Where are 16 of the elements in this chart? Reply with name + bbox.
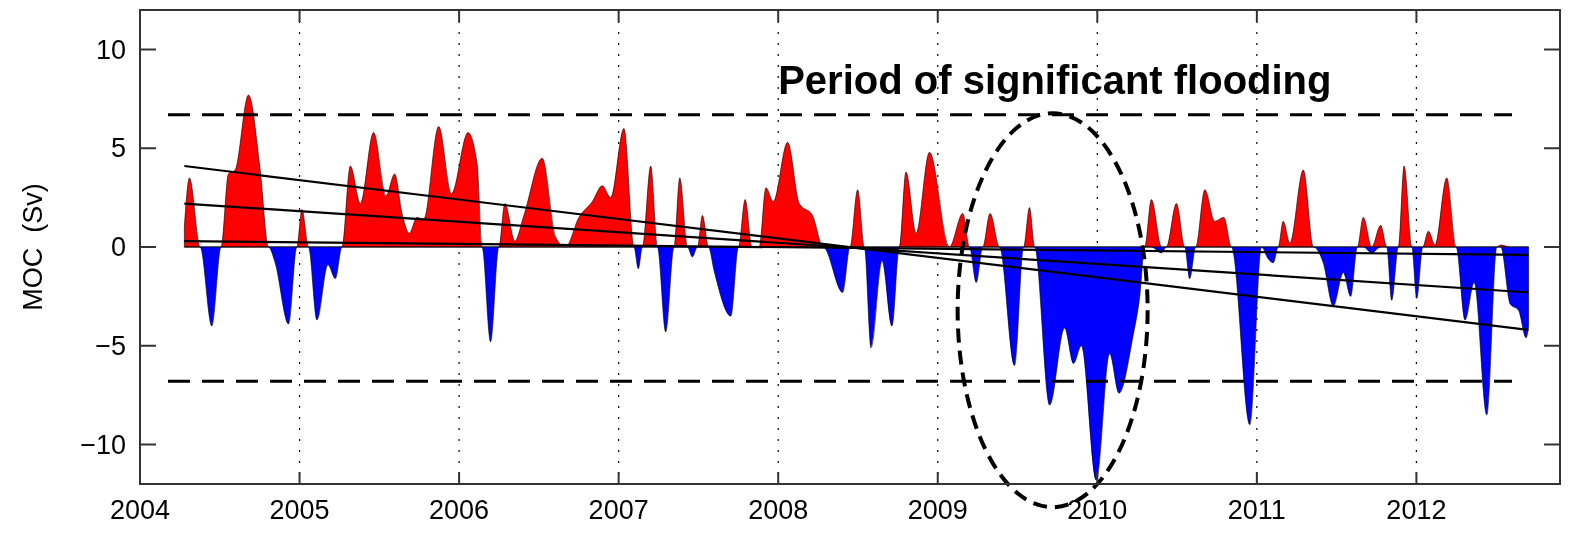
- x-tick-label: 2012: [1386, 495, 1447, 525]
- y-tick-label: −5: [95, 330, 126, 361]
- annotation: Period of significant flooding: [778, 58, 1332, 102]
- x-tick-label: 2005: [269, 495, 330, 525]
- x-tick-label: 2010: [1067, 495, 1128, 525]
- x-tick-label: 2007: [588, 495, 649, 525]
- y-tick-label: 10: [95, 34, 126, 65]
- y-tick-label: 5: [110, 133, 126, 164]
- y-tick-label: −10: [80, 429, 126, 460]
- x-tick-label: 2006: [429, 495, 490, 525]
- y-tick-label: 0: [110, 232, 126, 262]
- x-tick-label: 2009: [907, 495, 968, 525]
- x-tick-label: 2008: [748, 495, 809, 525]
- x-tick-label: 2004: [109, 495, 171, 525]
- x-tick-label: 2011: [1227, 495, 1286, 525]
- y-axis-title: MOC (Sv): [18, 183, 48, 311]
